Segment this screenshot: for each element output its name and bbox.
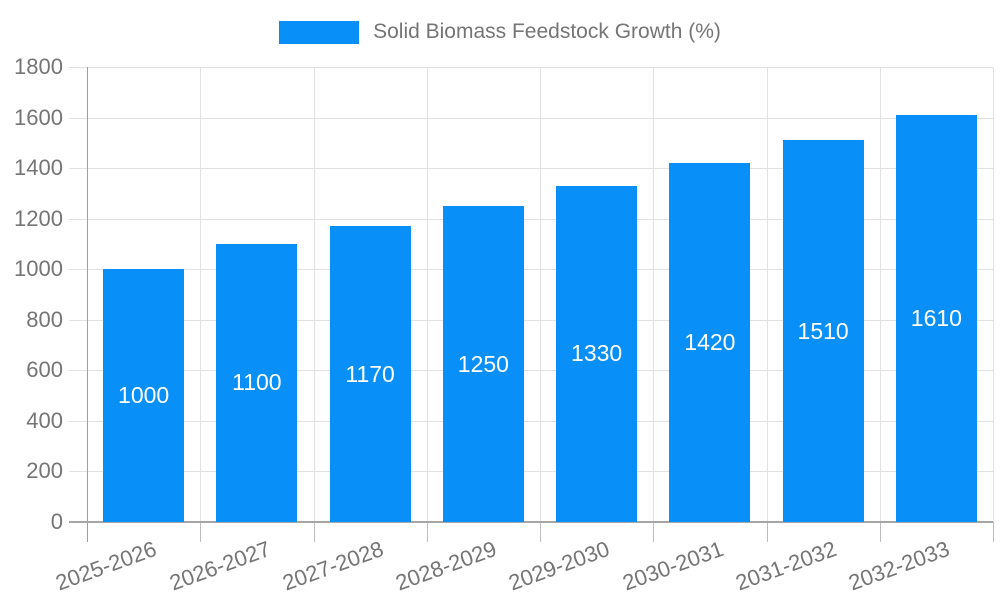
bar-value-label: 1250 — [457, 350, 509, 377]
x-axis-label: 2028-2029 — [392, 536, 500, 596]
gridline-vertical — [200, 67, 202, 522]
y-axis-label: 1200 — [14, 205, 63, 231]
x-axis-label: 2031-2032 — [732, 536, 840, 596]
bar[interactable]: 1610 — [895, 115, 977, 522]
x-axis-tick — [879, 522, 881, 542]
x-axis-tick — [540, 522, 541, 542]
gridline-vertical — [426, 67, 428, 522]
gridline-vertical — [879, 67, 881, 522]
gridline-horizontal — [69, 269, 993, 271]
bar[interactable]: 1330 — [556, 185, 638, 522]
gridline-vertical — [540, 67, 541, 522]
bar-value-label: 1000 — [118, 382, 170, 409]
y-axis-label: 1400 — [14, 155, 63, 181]
bar-value-label: 1610 — [910, 305, 962, 331]
bar[interactable]: 1170 — [329, 226, 411, 522]
legend-label: Solid Biomass Feedstock Growth (%) — [373, 20, 721, 43]
bar[interactable]: 1250 — [442, 206, 524, 522]
gridline-horizontal — [69, 117, 993, 119]
gridline-horizontal — [69, 218, 993, 220]
x-axis-label: 2025-2026 — [52, 536, 161, 596]
y-axis-label: 600 — [26, 357, 63, 383]
gridline-vertical — [993, 67, 994, 522]
bar[interactable]: 1000 — [103, 269, 185, 522]
x-axis-label: 2032-2033 — [845, 536, 953, 596]
x-axis-tick — [766, 522, 768, 542]
gridline-horizontal — [69, 370, 993, 372]
x-axis-tick — [993, 522, 994, 542]
bar-value-label: 1420 — [684, 329, 736, 356]
gridline-horizontal — [69, 319, 993, 321]
y-axis-label: 1800 — [14, 54, 63, 79]
bar-value-label: 1170 — [345, 360, 395, 387]
bar-value-label: 1100 — [232, 369, 282, 396]
legend-swatch-icon — [279, 20, 360, 44]
y-axis-line — [87, 67, 88, 542]
x-axis-tick — [200, 522, 202, 542]
gridline-horizontal — [69, 471, 993, 473]
gridline-vertical — [766, 67, 768, 522]
x-axis-line — [69, 521, 993, 523]
bar-value-label: 1510 — [797, 317, 849, 344]
gridline-horizontal — [69, 168, 993, 170]
y-axis-label: 1000 — [14, 256, 63, 282]
x-axis-tick — [313, 522, 315, 542]
bar[interactable]: 1420 — [669, 163, 751, 522]
bar[interactable]: 1100 — [216, 243, 298, 522]
legend-item[interactable]: Solid Biomass Feedstock Growth (%) — [0, 18, 1000, 46]
y-axis-label: 0 — [50, 509, 63, 534]
x-axis-label: 2026-2027 — [166, 536, 274, 596]
y-axis-label: 200 — [26, 458, 63, 484]
x-axis-label: 2029-2030 — [505, 536, 614, 596]
x-axis-label: 2030-2031 — [619, 536, 727, 596]
gridline-horizontal — [69, 67, 993, 68]
y-axis-label: 1600 — [14, 104, 63, 130]
bar-value-label: 1330 — [571, 340, 623, 367]
y-axis-label: 800 — [26, 306, 63, 332]
gridline-vertical — [313, 67, 315, 522]
gridline-horizontal — [69, 420, 993, 422]
x-axis-label: 2027-2028 — [279, 536, 387, 596]
bar[interactable]: 1510 — [782, 140, 864, 522]
gridline-vertical — [653, 67, 655, 522]
y-axis-label: 400 — [26, 407, 63, 433]
x-axis-tick — [653, 522, 655, 542]
x-axis-tick — [426, 522, 428, 542]
